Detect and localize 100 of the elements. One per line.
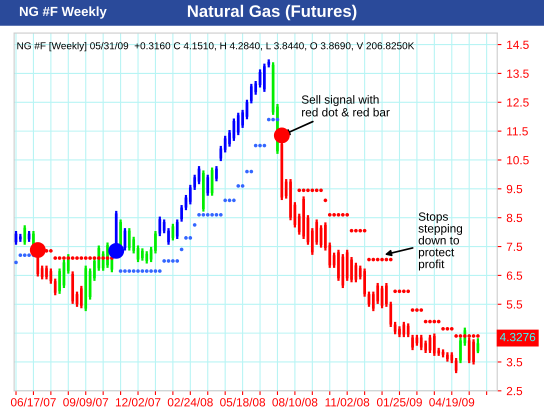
x-tick-label: 12/02/07 xyxy=(116,398,160,406)
point xyxy=(380,258,384,262)
point xyxy=(228,198,232,202)
x-tick-label: 05/18/08 xyxy=(220,398,266,406)
candlestick xyxy=(210,168,214,196)
y-tick-label: 9.5 xyxy=(506,184,522,194)
y-tick-label: 7.5 xyxy=(506,242,522,251)
point xyxy=(262,144,266,148)
point xyxy=(27,253,31,258)
point xyxy=(393,289,397,294)
candlestick xyxy=(363,268,366,297)
point xyxy=(446,326,450,331)
point xyxy=(106,256,110,260)
candlestick xyxy=(446,352,449,362)
point xyxy=(108,242,124,259)
point xyxy=(92,256,96,260)
point xyxy=(132,269,136,273)
point xyxy=(345,212,350,217)
candlestick xyxy=(402,322,406,338)
point xyxy=(276,118,280,122)
point xyxy=(454,334,458,338)
point xyxy=(302,188,306,192)
point xyxy=(258,144,262,148)
annotation: Stops stepping down to protect profit xyxy=(418,212,462,271)
point xyxy=(350,228,354,233)
point xyxy=(214,212,218,217)
point xyxy=(30,242,46,258)
point xyxy=(118,269,122,273)
point xyxy=(75,256,79,260)
point xyxy=(101,256,105,260)
candlestick xyxy=(358,266,362,280)
point xyxy=(140,269,144,273)
point xyxy=(340,212,345,217)
point xyxy=(472,334,476,338)
point xyxy=(419,308,424,312)
point xyxy=(18,253,22,258)
candlestick xyxy=(468,338,471,364)
point xyxy=(188,236,192,240)
candlestick xyxy=(442,349,444,358)
point xyxy=(245,170,249,174)
candlestick xyxy=(428,334,432,353)
point xyxy=(144,269,149,273)
point xyxy=(149,269,153,273)
point xyxy=(22,253,27,258)
candlestick xyxy=(215,166,218,182)
point xyxy=(210,212,214,217)
chart-title: Natural Gas (Futures) xyxy=(188,4,356,20)
point xyxy=(180,248,184,252)
candlestick xyxy=(315,219,318,245)
point xyxy=(398,289,402,294)
point xyxy=(123,269,127,273)
point xyxy=(70,256,74,260)
y-tick-label: 10.5 xyxy=(507,156,529,164)
point xyxy=(376,258,380,262)
y-tick-label: 11.5 xyxy=(507,127,528,136)
y-tick-label: 2.5 xyxy=(506,386,522,396)
candlestick xyxy=(219,146,222,162)
candlestick xyxy=(172,224,174,240)
point xyxy=(467,334,472,338)
text: NG #F [Weekly] 05/31/09 +0.3160 C 4.1510, H 4.2840, L 3.8440, O 3.8690, V 206.8250K xyxy=(17,42,414,52)
annotation: Sell signal with red dot & red bar xyxy=(302,95,390,116)
point xyxy=(410,308,414,312)
point xyxy=(88,256,92,260)
point xyxy=(441,326,445,331)
x-tick-label: 01/25/09 xyxy=(376,398,422,406)
y-tick-label: 12.5 xyxy=(507,98,529,107)
point xyxy=(218,212,223,217)
point xyxy=(463,334,467,338)
point xyxy=(171,259,175,263)
point xyxy=(249,170,254,174)
point xyxy=(184,236,188,240)
candlestick xyxy=(224,136,227,152)
point xyxy=(158,269,162,273)
candlestick xyxy=(432,333,436,356)
y-tick-label: 8.5 xyxy=(506,214,522,222)
point xyxy=(197,212,201,217)
x-tick-label: 11/02/08 xyxy=(326,398,370,406)
point xyxy=(314,188,319,192)
candlestick xyxy=(180,205,183,222)
x-tick-label: 06/17/07 xyxy=(10,398,56,406)
point xyxy=(271,118,275,122)
point xyxy=(428,320,432,324)
candlestick xyxy=(158,216,162,236)
x-tick-label: 08/10/08 xyxy=(272,398,318,406)
point xyxy=(415,308,419,312)
point xyxy=(166,259,170,263)
point xyxy=(358,228,362,233)
point xyxy=(136,269,140,273)
point xyxy=(384,258,388,262)
point xyxy=(297,188,302,192)
y-tick-label: 6.5 xyxy=(506,271,522,280)
point xyxy=(436,320,441,324)
point xyxy=(49,249,53,253)
point xyxy=(206,212,210,217)
point xyxy=(192,223,197,227)
text: NG #F Weekly xyxy=(20,6,107,19)
point xyxy=(232,198,236,202)
point xyxy=(388,258,393,262)
point xyxy=(127,269,132,273)
point xyxy=(354,228,358,233)
